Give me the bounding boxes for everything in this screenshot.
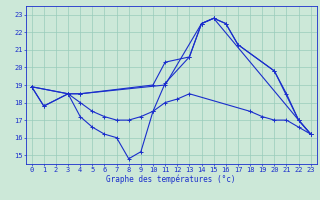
X-axis label: Graphe des températures (°c): Graphe des températures (°c) [107, 174, 236, 184]
